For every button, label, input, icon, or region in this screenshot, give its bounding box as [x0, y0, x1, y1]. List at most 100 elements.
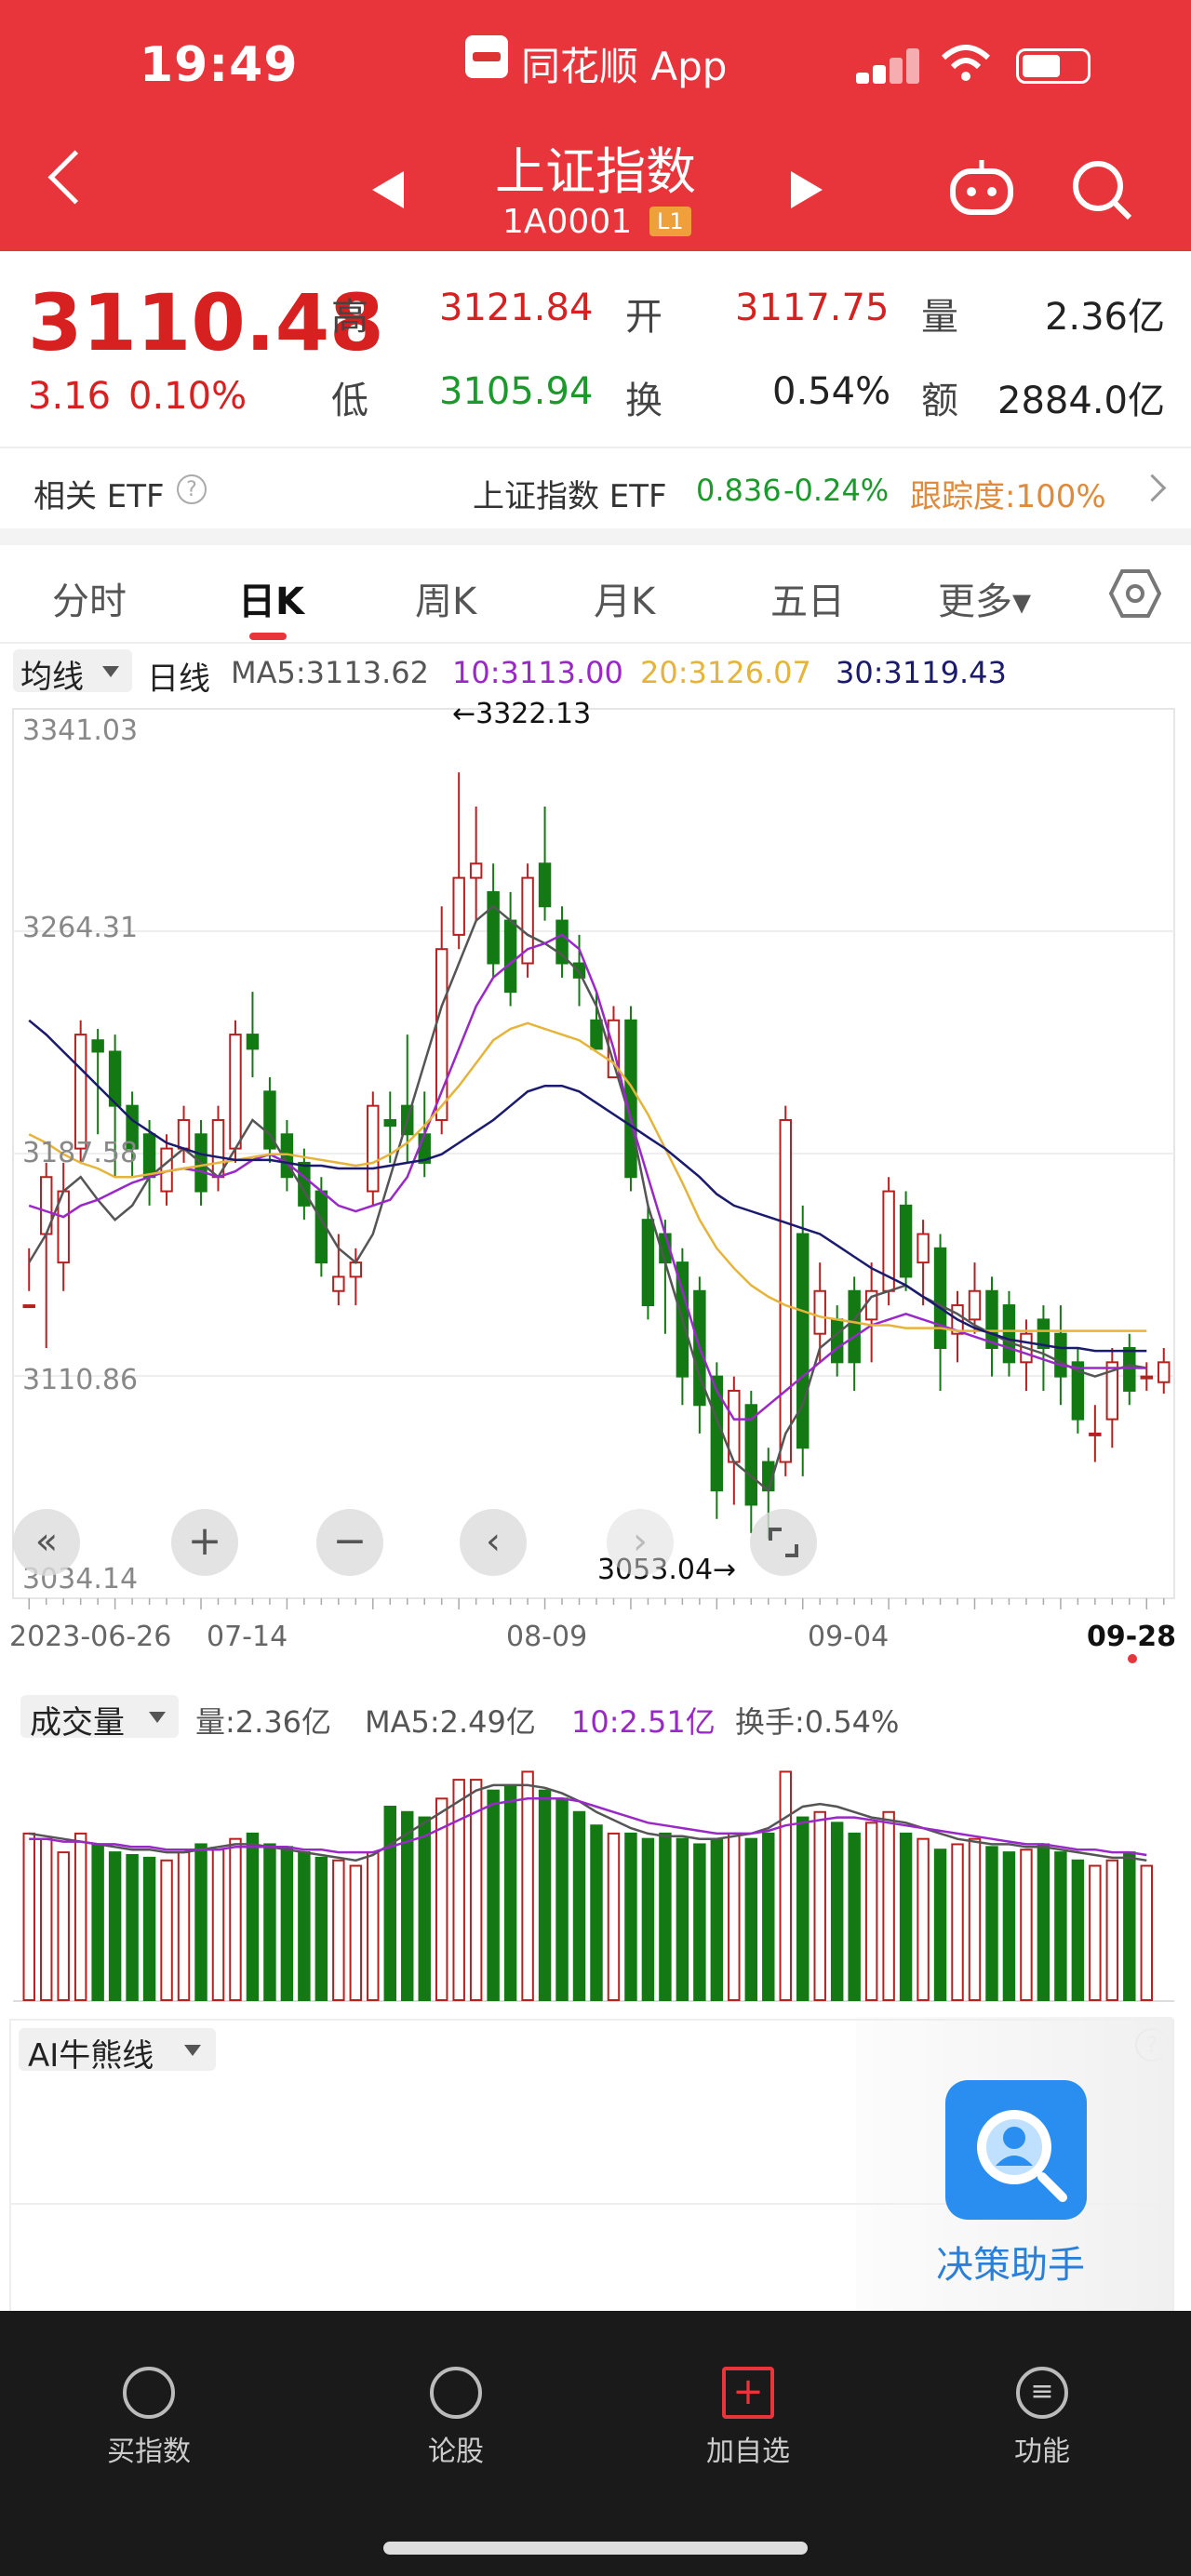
volume-bar — [91, 1843, 104, 2001]
nav-add-watchlist[interactable]: + 加自选 — [674, 2367, 823, 2469]
candle-body — [917, 1233, 930, 1264]
nav-label: 加自选 — [706, 2436, 790, 2468]
candle-body — [1105, 1361, 1119, 1421]
volume-bar — [796, 1816, 810, 2001]
candle-body — [968, 1289, 982, 1321]
price-change: 3.16 — [28, 375, 112, 418]
etf-row[interactable]: 相关 ETF ? 上证指数 ETF 0.836 -0.24% 跟踪度:100% — [0, 450, 1191, 528]
volume-bar — [349, 1864, 363, 2001]
page-title: 上证指数 — [495, 142, 696, 201]
volume-ma5: MA5:2.49亿 — [365, 1704, 536, 1740]
volume-bar — [848, 1832, 861, 2001]
volume-bar — [521, 1770, 534, 2001]
volume-bar — [813, 1810, 826, 2002]
candle-body — [22, 1304, 35, 1309]
volume-bar — [487, 1789, 500, 2001]
nav-buy-index[interactable]: 买指数 — [74, 2367, 223, 2469]
volume-bar — [899, 1832, 913, 2001]
volume-bar — [1020, 1849, 1033, 2001]
volume-bar — [1054, 1851, 1067, 2001]
candle-body — [813, 1289, 826, 1335]
nav-discuss[interactable]: 论股 — [381, 2367, 530, 2469]
candle-body — [177, 1118, 191, 1150]
tab-more[interactable]: 更多▾ — [938, 581, 1032, 623]
volume-bar — [108, 1851, 122, 2001]
wifi-icon — [940, 41, 992, 84]
candle-body — [503, 919, 517, 994]
volume-bar — [194, 1843, 207, 2001]
volume-selector[interactable]: 成交量 — [20, 1695, 179, 1742]
ma-selector[interactable]: 均线 — [13, 649, 132, 696]
date-axis-label: 08-09 — [506, 1621, 588, 1653]
price-axis-label: 3264.31 — [22, 912, 139, 944]
level-badge: L1 — [649, 207, 691, 236]
fullscreen-icon[interactable] — [750, 1509, 817, 1576]
candle-body — [383, 1118, 396, 1128]
candle-body — [263, 1090, 276, 1150]
ma30-line — [28, 1019, 1147, 1353]
app-header: 19:49 同花顺 App 上证指数 1A0001 L1 — [0, 0, 1191, 251]
ma30-value: 30:3119.43 — [836, 655, 1007, 690]
tab-monthly-k[interactable]: 月K — [594, 581, 656, 623]
prev-index-icon[interactable] — [372, 171, 404, 208]
chevron-down-icon — [184, 2045, 201, 2056]
volume-bar — [142, 1856, 156, 2001]
decision-assistant-panel[interactable]: 决策助手 — [856, 2017, 1172, 2333]
volume-bar — [74, 1832, 87, 2001]
tab-five-day[interactable]: 五日 — [770, 581, 845, 623]
bottom-nav: 买指数 论股 + 加自选 ≡ 功能 — [0, 2311, 1191, 2576]
nav-label: 买指数 — [107, 2436, 191, 2468]
volume-bar — [383, 1806, 396, 2001]
tab-weekly-k[interactable]: 周K — [415, 581, 477, 623]
candle-body — [933, 1247, 947, 1350]
candle-body — [590, 1019, 603, 1050]
tab-intraday[interactable]: 分时 — [52, 581, 127, 623]
robot-icon[interactable] — [949, 160, 1014, 216]
nav-functions[interactable]: ≡ 功能 — [968, 2367, 1117, 2469]
volume-bar — [314, 1856, 328, 2001]
low-value: 3105.94 — [439, 370, 594, 413]
etf-tracking: 跟踪度:100% — [910, 478, 1106, 515]
volume-bar — [332, 1859, 345, 2001]
zoom-out-icon[interactable]: − — [316, 1509, 383, 1576]
candle-body — [1002, 1304, 1016, 1364]
divider — [0, 642, 1191, 644]
settings-icon[interactable] — [1108, 567, 1162, 620]
volume-value: 2.36亿 — [1044, 296, 1165, 339]
help-icon[interactable]: ? — [177, 474, 207, 504]
add-watchlist-icon: + — [722, 2367, 774, 2419]
volume-ma10-line — [29, 1797, 1147, 1857]
ma20-line — [28, 1021, 1147, 1332]
signal-icon — [856, 47, 921, 84]
kline-chart[interactable] — [0, 700, 1191, 1648]
etf-name: 上证指数 ETF — [473, 478, 667, 515]
amount-value: 2884.0亿 — [997, 380, 1165, 422]
candle-body — [1037, 1318, 1050, 1350]
volume-bar — [1002, 1851, 1016, 2001]
ai-selector-label: AI牛熊线 — [28, 2037, 154, 2075]
open-label: 开 — [625, 296, 662, 339]
price-axis-label: 3110.86 — [22, 1364, 139, 1396]
volume-bar — [177, 1851, 191, 2001]
volume-turnover: 换手:0.54% — [735, 1704, 900, 1740]
scroll-left-icon[interactable]: ‹ — [460, 1509, 527, 1576]
volume-bar — [435, 1797, 448, 2002]
volume-bar — [126, 1854, 139, 2001]
period-label: 日线 — [147, 661, 210, 698]
next-index-icon[interactable] — [791, 171, 823, 208]
volume-bar — [572, 1810, 586, 2002]
volume-bar — [864, 1822, 878, 2002]
ai-selector[interactable]: AI牛熊线 — [19, 2028, 216, 2075]
chevron-down-icon — [149, 1712, 166, 1723]
scroll-right-icon[interactable]: › — [607, 1509, 674, 1576]
zoom-in-icon[interactable]: + — [171, 1509, 238, 1576]
search-icon[interactable] — [1070, 160, 1135, 220]
volume-bar — [1105, 1859, 1119, 2001]
volume-bar — [933, 1849, 947, 2001]
divider — [0, 447, 1191, 448]
volume-bar — [211, 1849, 225, 2001]
scroll-start-icon[interactable]: « — [13, 1509, 80, 1576]
tab-daily-k[interactable]: 日K — [238, 581, 304, 623]
candle-body — [229, 1034, 242, 1150]
volume-chart[interactable] — [0, 1740, 1191, 2019]
